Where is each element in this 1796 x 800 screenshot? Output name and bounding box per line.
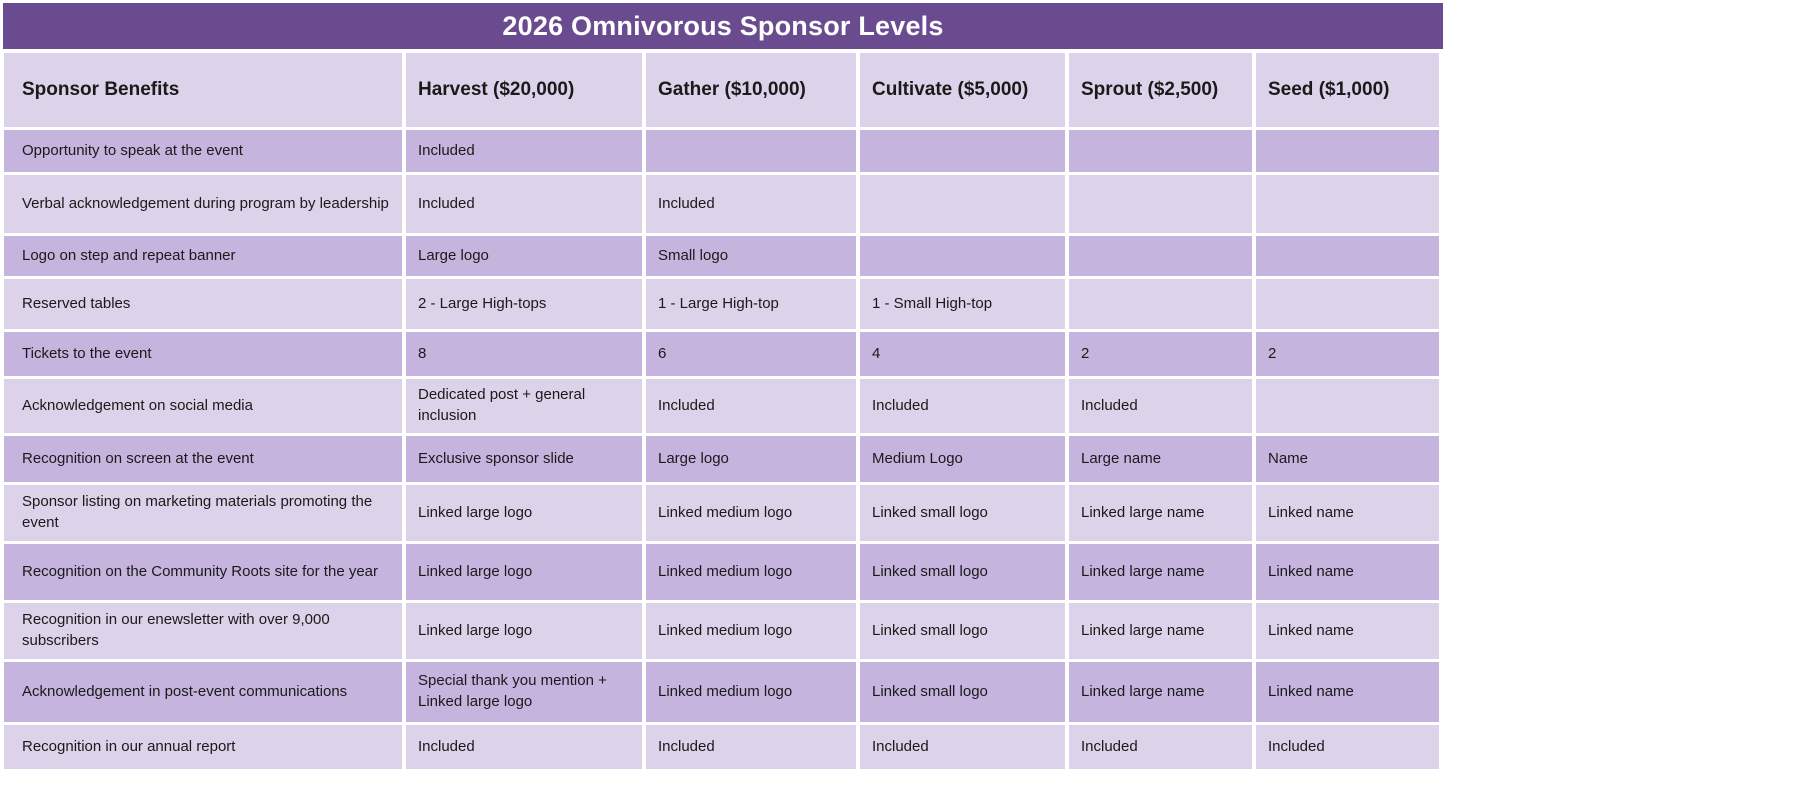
- benefit-cell: Acknowledgement on social media: [4, 379, 402, 433]
- sponsor-table: Sponsor Benefits Harvest ($20,000) Gathe…: [0, 50, 1443, 772]
- value-cell: Linked small logo: [860, 603, 1065, 659]
- value-cell: Included: [646, 175, 856, 233]
- table-row: Recognition in our enewsletter with over…: [4, 603, 1439, 659]
- table-row: Reserved tables 2 - Large High-tops 1 - …: [4, 279, 1439, 329]
- value-cell: Linked name: [1256, 662, 1439, 722]
- value-cell: Linked large name: [1069, 485, 1252, 541]
- value-cell: 1 - Large High-top: [646, 279, 856, 329]
- column-header-benefits: Sponsor Benefits: [4, 53, 402, 127]
- value-cell: Linked small logo: [860, 544, 1065, 600]
- value-cell: [1256, 236, 1439, 276]
- value-cell: Linked large name: [1069, 544, 1252, 600]
- value-cell: 2 - Large High-tops: [406, 279, 642, 329]
- benefit-cell: Acknowledgement in post-event communicat…: [4, 662, 402, 722]
- table-row: Tickets to the event 8 6 4 2 2: [4, 332, 1439, 376]
- value-cell: Included: [1069, 725, 1252, 769]
- value-cell: Medium Logo: [860, 436, 1065, 482]
- table-row: Sponsor listing on marketing materials p…: [4, 485, 1439, 541]
- value-cell: Included: [406, 725, 642, 769]
- value-cell: Linked name: [1256, 485, 1439, 541]
- value-cell: Included: [860, 379, 1065, 433]
- value-cell: Included: [860, 725, 1065, 769]
- table-row: Verbal acknowledgement during program by…: [4, 175, 1439, 233]
- value-cell: Large logo: [406, 236, 642, 276]
- value-cell: Linked name: [1256, 544, 1439, 600]
- benefit-cell: Recognition in our enewsletter with over…: [4, 603, 402, 659]
- value-cell: Large name: [1069, 436, 1252, 482]
- column-header-seed: Seed ($1,000): [1256, 53, 1439, 127]
- value-cell: Dedicated post + general inclusion: [406, 379, 642, 433]
- benefit-cell: Recognition in our annual report: [4, 725, 402, 769]
- value-cell: [1256, 175, 1439, 233]
- value-cell: Small logo: [646, 236, 856, 276]
- benefit-cell: Verbal acknowledgement during program by…: [4, 175, 402, 233]
- title-bar: 2026 Omnivorous Sponsor Levels: [3, 3, 1443, 49]
- value-cell: 6: [646, 332, 856, 376]
- column-header-gather: Gather ($10,000): [646, 53, 856, 127]
- header-row: Sponsor Benefits Harvest ($20,000) Gathe…: [4, 53, 1439, 127]
- value-cell: 2: [1256, 332, 1439, 376]
- table-row: Logo on step and repeat banner Large log…: [4, 236, 1439, 276]
- benefit-cell: Recognition on the Community Roots site …: [4, 544, 402, 600]
- value-cell: Linked large name: [1069, 662, 1252, 722]
- slide-title: 2026 Omnivorous Sponsor Levels: [502, 10, 944, 41]
- value-cell: Linked medium logo: [646, 485, 856, 541]
- value-cell: Linked medium logo: [646, 662, 856, 722]
- value-cell: Large logo: [646, 436, 856, 482]
- table-row: Acknowledgement in post-event communicat…: [4, 662, 1439, 722]
- column-header-sprout: Sprout ($2,500): [1069, 53, 1252, 127]
- value-cell: Linked medium logo: [646, 544, 856, 600]
- value-cell: [1069, 175, 1252, 233]
- value-cell: Linked large logo: [406, 603, 642, 659]
- value-cell: [1256, 379, 1439, 433]
- value-cell: Special thank you mention + Linked large…: [406, 662, 642, 722]
- value-cell: Included: [646, 379, 856, 433]
- value-cell: [1069, 279, 1252, 329]
- value-cell: Included: [406, 175, 642, 233]
- value-cell: Exclusive sponsor slide: [406, 436, 642, 482]
- column-header-cultivate: Cultivate ($5,000): [860, 53, 1065, 127]
- value-cell: [860, 175, 1065, 233]
- value-cell: Linked small logo: [860, 485, 1065, 541]
- value-cell: 1 - Small High-top: [860, 279, 1065, 329]
- benefit-cell: Sponsor listing on marketing materials p…: [4, 485, 402, 541]
- value-cell: 4: [860, 332, 1065, 376]
- benefit-cell: Tickets to the event: [4, 332, 402, 376]
- value-cell: Included: [1256, 725, 1439, 769]
- value-cell: 8: [406, 332, 642, 376]
- table-row: Recognition in our annual report Include…: [4, 725, 1439, 769]
- value-cell: [1256, 130, 1439, 172]
- table-row: Acknowledgement on social media Dedicate…: [4, 379, 1439, 433]
- value-cell: [1069, 236, 1252, 276]
- value-cell: Linked large logo: [406, 544, 642, 600]
- value-cell: [1069, 130, 1252, 172]
- value-cell: Name: [1256, 436, 1439, 482]
- value-cell: [860, 130, 1065, 172]
- value-cell: Linked medium logo: [646, 603, 856, 659]
- benefit-cell: Opportunity to speak at the event: [4, 130, 402, 172]
- value-cell: [860, 236, 1065, 276]
- value-cell: Included: [646, 725, 856, 769]
- table-row: Opportunity to speak at the event Includ…: [4, 130, 1439, 172]
- value-cell: Linked large name: [1069, 603, 1252, 659]
- table-row: Recognition on screen at the event Exclu…: [4, 436, 1439, 482]
- value-cell: Included: [406, 130, 642, 172]
- value-cell: Linked small logo: [860, 662, 1065, 722]
- table-row: Recognition on the Community Roots site …: [4, 544, 1439, 600]
- value-cell: [646, 130, 856, 172]
- value-cell: Included: [1069, 379, 1252, 433]
- value-cell: Linked name: [1256, 603, 1439, 659]
- value-cell: [1256, 279, 1439, 329]
- value-cell: Linked large logo: [406, 485, 642, 541]
- benefit-cell: Recognition on screen at the event: [4, 436, 402, 482]
- column-header-harvest: Harvest ($20,000): [406, 53, 642, 127]
- benefit-cell: Reserved tables: [4, 279, 402, 329]
- value-cell: 2: [1069, 332, 1252, 376]
- benefit-cell: Logo on step and repeat banner: [4, 236, 402, 276]
